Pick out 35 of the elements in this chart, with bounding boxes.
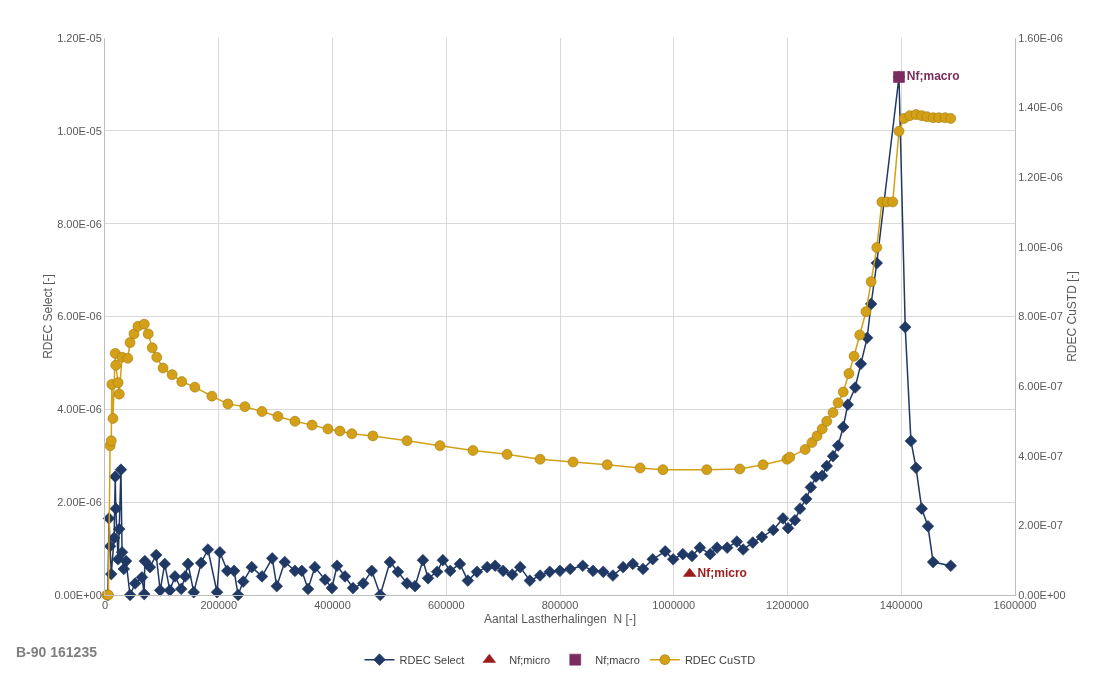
y2-tick-label: 4.00E-07 — [1018, 449, 1063, 462]
x-tick-label: 800000 — [541, 599, 579, 612]
legend-label: Nf;micro — [509, 653, 551, 666]
x-tick-label: 1200000 — [766, 599, 809, 612]
text: B-90 161235 — [16, 644, 98, 660]
y2-tick-label: 2.00E-07 — [1018, 519, 1063, 532]
y2-tick-label: 6.00E-07 — [1018, 379, 1063, 392]
x-tick-label: 0 — [101, 599, 109, 612]
x-axis-title: Aantal Lastherhalingen N [-] — [483, 612, 637, 627]
x-tick-label: 1600000 — [993, 599, 1037, 612]
y-tick-label: 4.00E-06 — [57, 403, 102, 416]
y2-tick-label: 8.00E-07 — [1018, 310, 1063, 323]
y2-tick-label: 1.40E-06 — [1018, 101, 1063, 114]
x-tick-label: 200000 — [200, 599, 238, 612]
y2-axis-title: RDEC CuSTD [-] — [1064, 271, 1079, 362]
y-tick-label: 0.00E+00 — [54, 588, 102, 601]
text: Nf;micro — [697, 565, 747, 580]
y2-tick-label: 1.60E-06 — [1018, 31, 1063, 44]
y2-tick-label: 0.00E+00 — [1018, 588, 1066, 601]
y-tick-label: 6.00E-06 — [57, 310, 102, 323]
y2-tick-label: 1.20E-06 — [1018, 171, 1063, 184]
x-tick-label: 600000 — [427, 599, 465, 612]
text: Nf;macro — [906, 68, 960, 83]
y-tick-label: 8.00E-06 — [57, 217, 102, 230]
y2-tick-label: 1.00E-06 — [1018, 240, 1063, 253]
x-tick-label: 400000 — [314, 599, 351, 612]
x-tick-label: 1400000 — [879, 599, 923, 612]
legend-label: RDEC CuSTD — [684, 653, 756, 666]
legend-label: RDEC Select — [399, 653, 465, 666]
y-tick-label: 2.00E-06 — [57, 496, 102, 509]
legend-label: Nf;macro — [595, 653, 640, 666]
y-tick-label: 1.00E-05 — [57, 124, 102, 137]
y-axis-title: RDEC Select [-] — [41, 274, 56, 359]
y-tick-label: 1.20E-05 — [57, 31, 102, 44]
x-tick-label: 1000000 — [652, 599, 696, 612]
